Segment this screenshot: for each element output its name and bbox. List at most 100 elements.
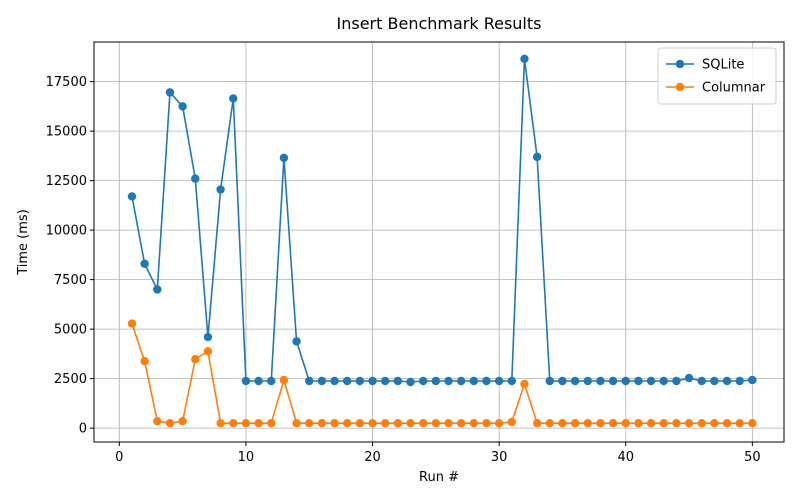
data-point bbox=[672, 418, 681, 428]
data-point bbox=[469, 376, 479, 386]
data-point bbox=[735, 418, 744, 428]
chart-title: Insert Benchmark Results bbox=[337, 14, 542, 33]
data-point bbox=[735, 376, 744, 386]
data-point bbox=[494, 376, 504, 386]
data-point bbox=[722, 376, 732, 386]
data-point bbox=[191, 174, 200, 183]
data-point bbox=[355, 376, 365, 386]
data-point bbox=[697, 418, 706, 428]
data-point bbox=[431, 376, 441, 386]
legend-item-sqlite: SQLite bbox=[666, 58, 744, 73]
y-tick-label: 17500 bbox=[46, 75, 87, 90]
data-point bbox=[722, 418, 732, 428]
data-point bbox=[672, 376, 681, 386]
data-point bbox=[406, 418, 415, 428]
data-point bbox=[545, 376, 554, 386]
data-point bbox=[570, 376, 580, 386]
y-tick-label: 15000 bbox=[46, 125, 87, 140]
data-point bbox=[292, 337, 301, 346]
data-point bbox=[748, 375, 757, 385]
legend-marker bbox=[675, 82, 685, 92]
data-point bbox=[254, 418, 263, 428]
data-point bbox=[507, 376, 516, 386]
data-point bbox=[241, 376, 251, 386]
data-point bbox=[368, 376, 377, 386]
data-point bbox=[710, 418, 719, 428]
data-point bbox=[127, 319, 137, 328]
data-point bbox=[241, 418, 251, 428]
y-tick-label: 7500 bbox=[54, 273, 87, 288]
data-point bbox=[305, 376, 314, 386]
data-point bbox=[418, 376, 428, 386]
data-point bbox=[153, 285, 162, 294]
data-point bbox=[494, 418, 504, 428]
data-point bbox=[330, 418, 339, 428]
data-point bbox=[596, 376, 605, 386]
data-point bbox=[608, 418, 618, 428]
data-point bbox=[659, 376, 668, 386]
x-tick-label: 0 bbox=[115, 450, 123, 465]
data-point bbox=[482, 418, 491, 428]
data-point bbox=[520, 379, 529, 389]
data-point bbox=[608, 376, 618, 386]
data-point bbox=[165, 418, 175, 428]
data-point bbox=[444, 376, 453, 386]
data-point bbox=[558, 418, 567, 428]
data-point bbox=[279, 375, 289, 385]
x-axis-label: Run # bbox=[419, 470, 459, 485]
legend-item-columnar: Columnar bbox=[666, 81, 766, 96]
data-point bbox=[444, 418, 453, 428]
data-point bbox=[532, 152, 542, 162]
data-point bbox=[267, 418, 276, 428]
data-point bbox=[545, 418, 554, 428]
data-point bbox=[343, 418, 352, 428]
data-point bbox=[634, 418, 643, 428]
data-point bbox=[229, 418, 238, 428]
x-tick-label: 30 bbox=[491, 450, 508, 465]
x-tick-label: 40 bbox=[617, 450, 634, 465]
data-point bbox=[748, 418, 757, 428]
y-tick-label: 10000 bbox=[46, 224, 87, 239]
data-point bbox=[456, 376, 466, 386]
data-point bbox=[684, 418, 694, 428]
data-point bbox=[406, 377, 415, 387]
data-point bbox=[393, 418, 403, 428]
data-point bbox=[343, 376, 352, 386]
x-tick-label: 10 bbox=[238, 450, 255, 465]
y-tick-label: 0 bbox=[79, 422, 87, 437]
data-point bbox=[203, 332, 213, 342]
data-point bbox=[418, 418, 428, 428]
data-point bbox=[178, 102, 187, 111]
series-sqlite bbox=[127, 54, 757, 387]
series-layer bbox=[127, 54, 757, 428]
legend: SQLite Columnar bbox=[657, 47, 777, 105]
ticks: 0 10 20 30 40 50 0 2500 5000 7500 10000 12500 15000 1… bbox=[46, 75, 761, 465]
data-point bbox=[482, 376, 491, 386]
data-point bbox=[456, 418, 466, 428]
data-point bbox=[203, 347, 213, 356]
data-point bbox=[646, 376, 656, 386]
legend-box bbox=[657, 47, 777, 105]
data-point bbox=[254, 376, 263, 386]
data-point bbox=[684, 373, 694, 383]
data-point bbox=[520, 54, 529, 64]
data-point bbox=[583, 376, 592, 386]
data-point bbox=[267, 376, 276, 386]
data-point bbox=[368, 418, 377, 428]
data-point bbox=[596, 418, 605, 428]
y-tick-label: 2500 bbox=[54, 372, 87, 387]
data-point bbox=[292, 418, 301, 428]
data-point bbox=[570, 418, 580, 428]
data-point bbox=[216, 418, 225, 428]
data-point bbox=[216, 185, 225, 194]
x-tick-label: 50 bbox=[744, 450, 761, 465]
data-point bbox=[431, 418, 441, 428]
data-point bbox=[317, 376, 327, 386]
series-columnar bbox=[127, 319, 757, 428]
data-point bbox=[279, 153, 289, 163]
data-point bbox=[140, 357, 149, 366]
data-point bbox=[380, 376, 390, 386]
data-point bbox=[355, 418, 365, 428]
data-point bbox=[710, 376, 719, 386]
